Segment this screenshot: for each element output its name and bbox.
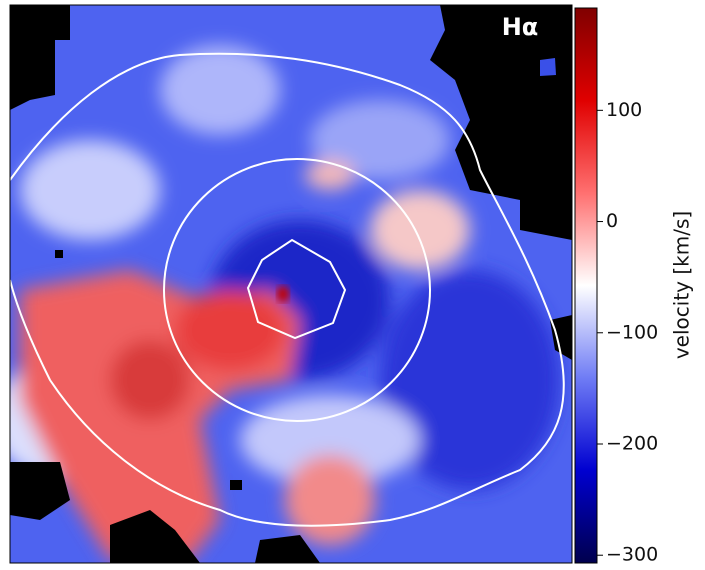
colorbar-tick-label: 100 <box>606 99 642 121</box>
line-label: Hα <box>502 13 539 41</box>
velocity-map <box>10 5 572 563</box>
map-frame <box>9 4 573 564</box>
contours <box>10 52 565 527</box>
colorbar-tick-label: −300 <box>606 544 658 566</box>
colorbar-tick-label: −100 <box>606 321 658 343</box>
colorbar-tick-label: 0 <box>606 210 618 232</box>
colorbar-label: velocity [km/s] <box>670 211 694 359</box>
colorbar <box>574 7 598 564</box>
colorbar-tick-label: −200 <box>606 432 658 454</box>
